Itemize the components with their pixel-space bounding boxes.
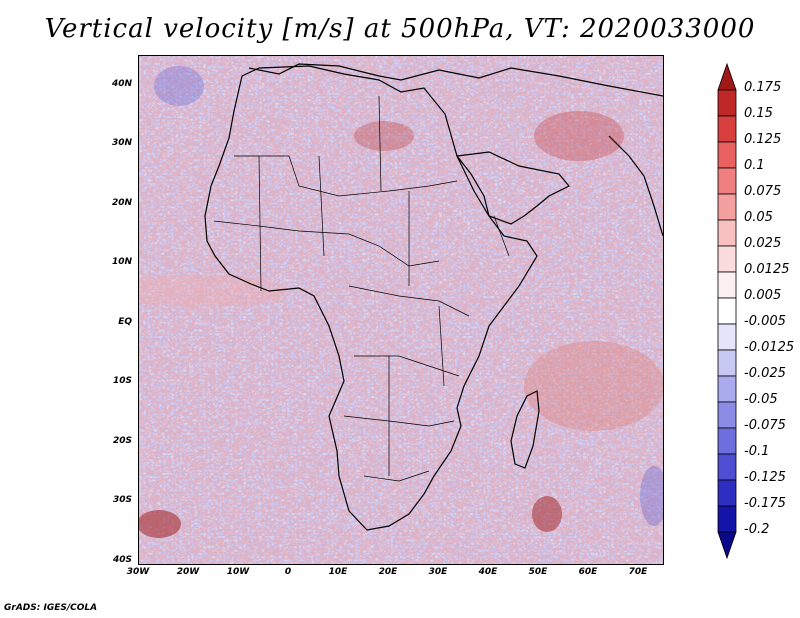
colorbar-label-neg-0.2: -0.2	[744, 522, 770, 537]
plot-title: Vertical velocity [m/s] at 500hPa, VT: 2…	[44, 14, 756, 44]
country-borders	[213, 95, 510, 482]
colorbar-label-neg-0.025: -0.025	[744, 366, 786, 381]
colorbar-swatch	[717, 89, 737, 117]
lon-tick-20w: 20W	[176, 567, 200, 577]
lat-tick-20s: 20S	[112, 436, 132, 446]
ascent-patch-iran	[534, 111, 624, 161]
lon-tick-10e: 10E	[328, 567, 348, 577]
lat-tick-10s: 10S	[112, 376, 132, 386]
vertical-velocity-map	[139, 56, 663, 564]
lat-tick-20n: 20N	[111, 198, 132, 208]
colorbar-swatch	[717, 297, 737, 325]
colorbar-swatch	[717, 245, 737, 273]
colorbar-swatch	[717, 167, 737, 195]
colorbar-swatch	[717, 193, 737, 221]
colorbar-label-neg-0.175: -0.175	[744, 496, 786, 511]
colorbar-swatch	[717, 375, 737, 403]
colorbar-label-0.1: 0.1	[744, 158, 765, 173]
descent-patch-southeast	[640, 466, 663, 526]
europe-coast	[248, 63, 663, 97]
madagascar-outline	[510, 390, 540, 469]
lon-tick-30e: 30E	[428, 567, 448, 577]
lon-tick-60e: 60E	[578, 567, 598, 577]
colorbar-label-neg-0.125: -0.125	[744, 470, 786, 485]
colorbar-label-0.025: 0.025	[744, 236, 782, 251]
lon-tick-20e: 20E	[378, 567, 398, 577]
colorbar-label-neg-0.075: -0.075	[744, 418, 786, 433]
colorbar-label-neg-0.005: -0.005	[744, 314, 786, 329]
lat-tick-40s: 40S	[112, 555, 132, 565]
ascent-patch-south-atlantic	[139, 510, 181, 538]
colorbar-top-arrow	[717, 62, 737, 91]
arabia-outline	[456, 151, 570, 225]
colorbar-label-0.175: 0.175	[744, 80, 782, 95]
itcz-band	[139, 275, 289, 307]
colorbar-swatch	[717, 427, 737, 455]
colorbar-swatch	[717, 349, 737, 377]
colorbar-swatch	[717, 505, 737, 533]
lat-tick-30n: 30N	[111, 138, 132, 148]
colorbar-swatch	[717, 479, 737, 507]
colorbar-label-0.15: 0.15	[744, 106, 773, 121]
footer-credit: GrADS: IGES/COLA	[4, 603, 98, 613]
descent-patch-north-atlantic	[154, 66, 204, 106]
ascent-patch-south-indian	[532, 496, 562, 532]
ascent-patch-egypt	[354, 121, 414, 151]
colorbar	[717, 62, 737, 560]
africa-coastline	[204, 65, 538, 531]
colorbar-label-0.05: 0.05	[744, 210, 773, 225]
colorbar-label-0.0125: 0.0125	[744, 262, 790, 277]
colorbar-swatch	[717, 141, 737, 169]
colorbar-swatch	[717, 453, 737, 481]
lat-tick-40n: 40N	[111, 79, 132, 89]
lat-tick-10n: 10N	[111, 257, 132, 267]
lat-tick-eq: EQ	[118, 317, 132, 327]
ascent-patch-indian-ocean	[524, 341, 663, 431]
lon-tick-30w: 30W	[126, 567, 150, 577]
colorbar-bottom-arrow	[717, 531, 737, 560]
colorbar-label-0.125: 0.125	[744, 132, 782, 147]
lon-tick-70e: 70E	[628, 567, 648, 577]
colorbar-swatch	[717, 115, 737, 143]
colorbar-swatch	[717, 219, 737, 247]
lon-tick-40e: 40E	[478, 567, 498, 577]
colorbar-swatch	[717, 323, 737, 351]
lon-tick-10w: 10W	[226, 567, 250, 577]
colorbar-label-neg-0.0125: -0.0125	[744, 340, 795, 355]
colorbar-label-neg-0.05: -0.05	[744, 392, 778, 407]
colorbar-label-0.075: 0.075	[744, 184, 782, 199]
coastlines	[204, 63, 663, 531]
colorbar-swatch	[717, 271, 737, 299]
colorbar-swatch	[717, 401, 737, 429]
map-frame	[138, 55, 664, 565]
lat-tick-30s: 30S	[112, 495, 132, 505]
lon-tick-50e: 50E	[528, 567, 548, 577]
colorbar-label-neg-0.1: -0.1	[744, 444, 770, 459]
colorbar-label-0.005: 0.005	[744, 288, 782, 303]
lon-tick-0: 0	[284, 567, 292, 577]
india-coast	[608, 135, 663, 237]
